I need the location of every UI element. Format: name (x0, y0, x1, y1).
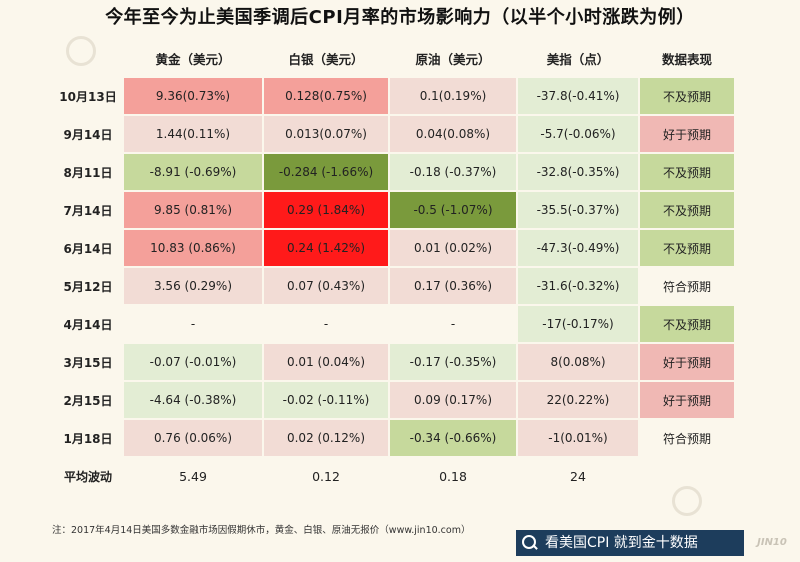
cell-gold: 1.44(0.11%) (124, 116, 262, 152)
row-date: 10月13日 (59, 89, 117, 104)
row-date: 7月14日 (63, 203, 113, 218)
header-performance: 数据表现 (661, 51, 712, 67)
average-silver: 0.12 (312, 468, 340, 484)
cell-oil: - (390, 306, 516, 342)
table-row: 9月14日 1.44(0.11%) 0.013(0.07%) 0.04(0.08%) -… (54, 116, 734, 152)
table-row: 5月12日 3.56 (0.29%) 0.07 (0.43%) 0.17 (0.36%… (54, 268, 734, 304)
average-performance (640, 458, 734, 494)
cell-silver: 0.128(0.75%) (264, 78, 388, 114)
row-date: 2月15日 (63, 393, 113, 408)
cell-gold: -4.64 (-0.38%) (124, 382, 262, 418)
header-dxy: 美指（点） (546, 51, 610, 67)
cell-oil: 0.01 (0.02%) (390, 230, 516, 266)
average-dxy: 24 (570, 468, 586, 484)
row-date: 8月11日 (63, 165, 113, 180)
cell-dxy: -35.5(-0.37%) (518, 192, 638, 228)
cell-gold: -0.07 (-0.01%) (124, 344, 262, 380)
cell-oil: 0.1(0.19%) (390, 78, 516, 114)
cell-silver: 0.24 (1.42%) (264, 230, 388, 266)
cell-perf: 不及预期 (640, 230, 734, 266)
header-oil: 原油（美元） (415, 51, 491, 67)
cell-gold: 10.83 (0.86%) (124, 230, 262, 266)
table-row: 8月11日 -8.91 (-0.69%) -0.284 (-1.66%) -0.18 … (54, 154, 734, 190)
cpi-impact-table: 黄金（美元） 白银（美元） 原油（美元） 美指（点） 数据表现 10月13日 9.… (52, 38, 736, 496)
cell-perf: 符合预期 (640, 268, 734, 304)
cell-oil: 0.09 (0.17%) (390, 382, 516, 418)
cell-dxy: -5.7(-0.06%) (518, 116, 638, 152)
cell-gold: - (124, 306, 262, 342)
cell-perf: 符合预期 (640, 420, 734, 456)
row-date: 6月14日 (63, 241, 113, 256)
cell-dxy: -17(-0.17%) (518, 306, 638, 342)
cell-silver: -0.02 (-0.11%) (264, 382, 388, 418)
table-row: 4月14日 - - - -17(-0.17%) 不及预期 (54, 306, 734, 342)
cell-dxy: 22(0.22%) (518, 382, 638, 418)
row-date: 3月15日 (63, 355, 113, 370)
cell-perf: 不及预期 (640, 154, 734, 190)
watermark-icon (66, 36, 96, 66)
cell-dxy: -32.8(-0.35%) (518, 154, 638, 190)
banner-text: 看美国CPI 就到金十数据 (545, 535, 698, 551)
cell-dxy: -1(0.01%) (518, 420, 638, 456)
average-gold: 5.49 (179, 468, 207, 484)
jin10-logo: JIN10 (757, 537, 787, 548)
cell-oil: -0.18 (-0.37%) (390, 154, 516, 190)
cell-silver: -0.284 (-1.66%) (264, 154, 388, 190)
page-title: 今年至今为止美国季调后CPI月率的市场影响力（以半个小时涨跌为例） (105, 7, 695, 28)
table-row: 1月18日 0.76 (0.06%) 0.02 (0.12%) -0.34 (-0.6… (54, 420, 734, 456)
table-row: 2月15日 -4.64 (-0.38%) -0.02 (-0.11%) 0.09 (0… (54, 382, 734, 418)
cell-silver: 0.02 (0.12%) (264, 420, 388, 456)
watermark-icon (672, 486, 702, 516)
row-date: 1月18日 (63, 431, 113, 446)
cell-oil: -0.34 (-0.66%) (390, 420, 516, 456)
cell-silver: 0.07 (0.43%) (264, 268, 388, 304)
table-row: 7月14日 9.85 (0.81%) 0.29 (1.84%) -0.5 (-1.07… (54, 192, 734, 228)
cell-oil: 0.17 (0.36%) (390, 268, 516, 304)
row-date: 4月14日 (63, 317, 113, 332)
cell-gold: -8.91 (-0.69%) (124, 154, 262, 190)
cell-silver: 0.01 (0.04%) (264, 344, 388, 380)
average-oil: 0.18 (439, 468, 467, 484)
cell-perf: 好于预期 (640, 382, 734, 418)
cell-gold: 3.56 (0.29%) (124, 268, 262, 304)
cell-dxy: 8(0.08%) (518, 344, 638, 380)
cell-perf: 好于预期 (640, 344, 734, 380)
header-gold: 黄金（美元） (155, 51, 231, 67)
cell-perf: 不及预期 (640, 192, 734, 228)
cell-gold: 9.85 (0.81%) (124, 192, 262, 228)
cell-gold: 9.36(0.73%) (124, 78, 262, 114)
cell-silver: - (264, 306, 388, 342)
jin10-banner[interactable]: 看美国CPI 就到金十数据 (516, 530, 744, 556)
cell-perf: 不及预期 (640, 78, 734, 114)
row-date: 9月14日 (63, 127, 113, 142)
table-row: 3月15日 -0.07 (-0.01%) 0.01 (0.04%) -0.17 (-0… (54, 344, 734, 380)
cell-oil: -0.17 (-0.35%) (390, 344, 516, 380)
cell-dxy: -47.3(-0.49%) (518, 230, 638, 266)
header-silver: 白银（美元） (288, 51, 364, 67)
header-row: 黄金（美元） 白银（美元） 原油（美元） 美指（点） 数据表现 (54, 40, 734, 76)
cell-silver: 0.013(0.07%) (264, 116, 388, 152)
table-row: 10月13日 9.36(0.73%) 0.128(0.75%) 0.1(0.19%) -… (54, 78, 734, 114)
average-label: 平均波动 (63, 469, 112, 484)
search-icon (521, 534, 539, 552)
cell-perf: 不及预期 (640, 306, 734, 342)
footnote: 注：2017年4月14日美国多数金融市场因假期休市，黄金、白银、原油无报价（ww… (52, 525, 471, 536)
row-date: 5月12日 (63, 279, 113, 294)
cell-gold: 0.76 (0.06%) (124, 420, 262, 456)
cell-oil: -0.5 (-1.07%) (390, 192, 516, 228)
cell-perf: 好于预期 (640, 116, 734, 152)
cell-oil: 0.04(0.08%) (390, 116, 516, 152)
table-row: 6月14日 10.83 (0.86%) 0.24 (1.42%) 0.01 (0.02… (54, 230, 734, 266)
average-row: 平均波动 5.49 0.12 0.18 24 (54, 458, 734, 494)
cell-dxy: -37.8(-0.41%) (518, 78, 638, 114)
cell-silver: 0.29 (1.84%) (264, 192, 388, 228)
header-date (54, 40, 122, 76)
cell-dxy: -31.6(-0.32%) (518, 268, 638, 304)
